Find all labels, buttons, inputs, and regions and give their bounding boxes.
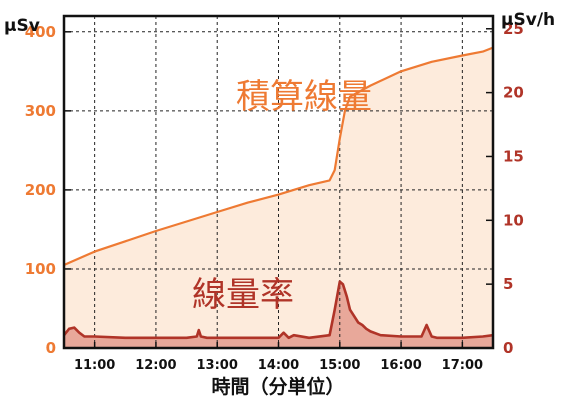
dose-rate-area bbox=[64, 281, 493, 348]
left-tick-label: 400 bbox=[25, 23, 56, 41]
x-tick-label: 17:00 bbox=[442, 358, 483, 373]
right-tick-label: 10 bbox=[503, 211, 524, 229]
left-tick-label: 200 bbox=[25, 181, 56, 199]
left-axis-unit: μSv bbox=[4, 16, 40, 36]
dose-rate-line bbox=[62, 280, 494, 340]
left-tick-label: 100 bbox=[25, 260, 56, 278]
x-tick-label: 14:00 bbox=[258, 358, 299, 373]
x-axis-title: 時間（分単位） bbox=[211, 375, 344, 398]
right-tick-label: 20 bbox=[503, 84, 524, 102]
right-axis-unit: μSv/h bbox=[501, 10, 555, 30]
x-tick-label: 12:00 bbox=[135, 358, 176, 373]
x-tick-label: 13:00 bbox=[197, 358, 238, 373]
x-tick-label: 16:00 bbox=[380, 358, 421, 373]
right-tick-label: 5 bbox=[503, 275, 513, 293]
cumulative-dose-line bbox=[63, 46, 494, 267]
tick-layer: 11:00 12:00 13:00 14:00 15:00 16:00 17:0001002… bbox=[25, 20, 524, 373]
x-tick-label: 15:00 bbox=[319, 358, 360, 373]
right-tick-label: 0 bbox=[503, 339, 513, 357]
right-tick-label: 15 bbox=[503, 147, 524, 165]
right-tick-label: 25 bbox=[503, 20, 524, 38]
x-tick-label: 11:00 bbox=[74, 358, 115, 373]
cumulative-dose-label: 積算線量 bbox=[236, 77, 372, 117]
line-layer bbox=[62, 46, 494, 340]
left-tick-label: 0 bbox=[46, 339, 56, 357]
left-tick-label: 300 bbox=[25, 102, 56, 120]
dose-rate-label: 線量率 bbox=[192, 275, 294, 315]
